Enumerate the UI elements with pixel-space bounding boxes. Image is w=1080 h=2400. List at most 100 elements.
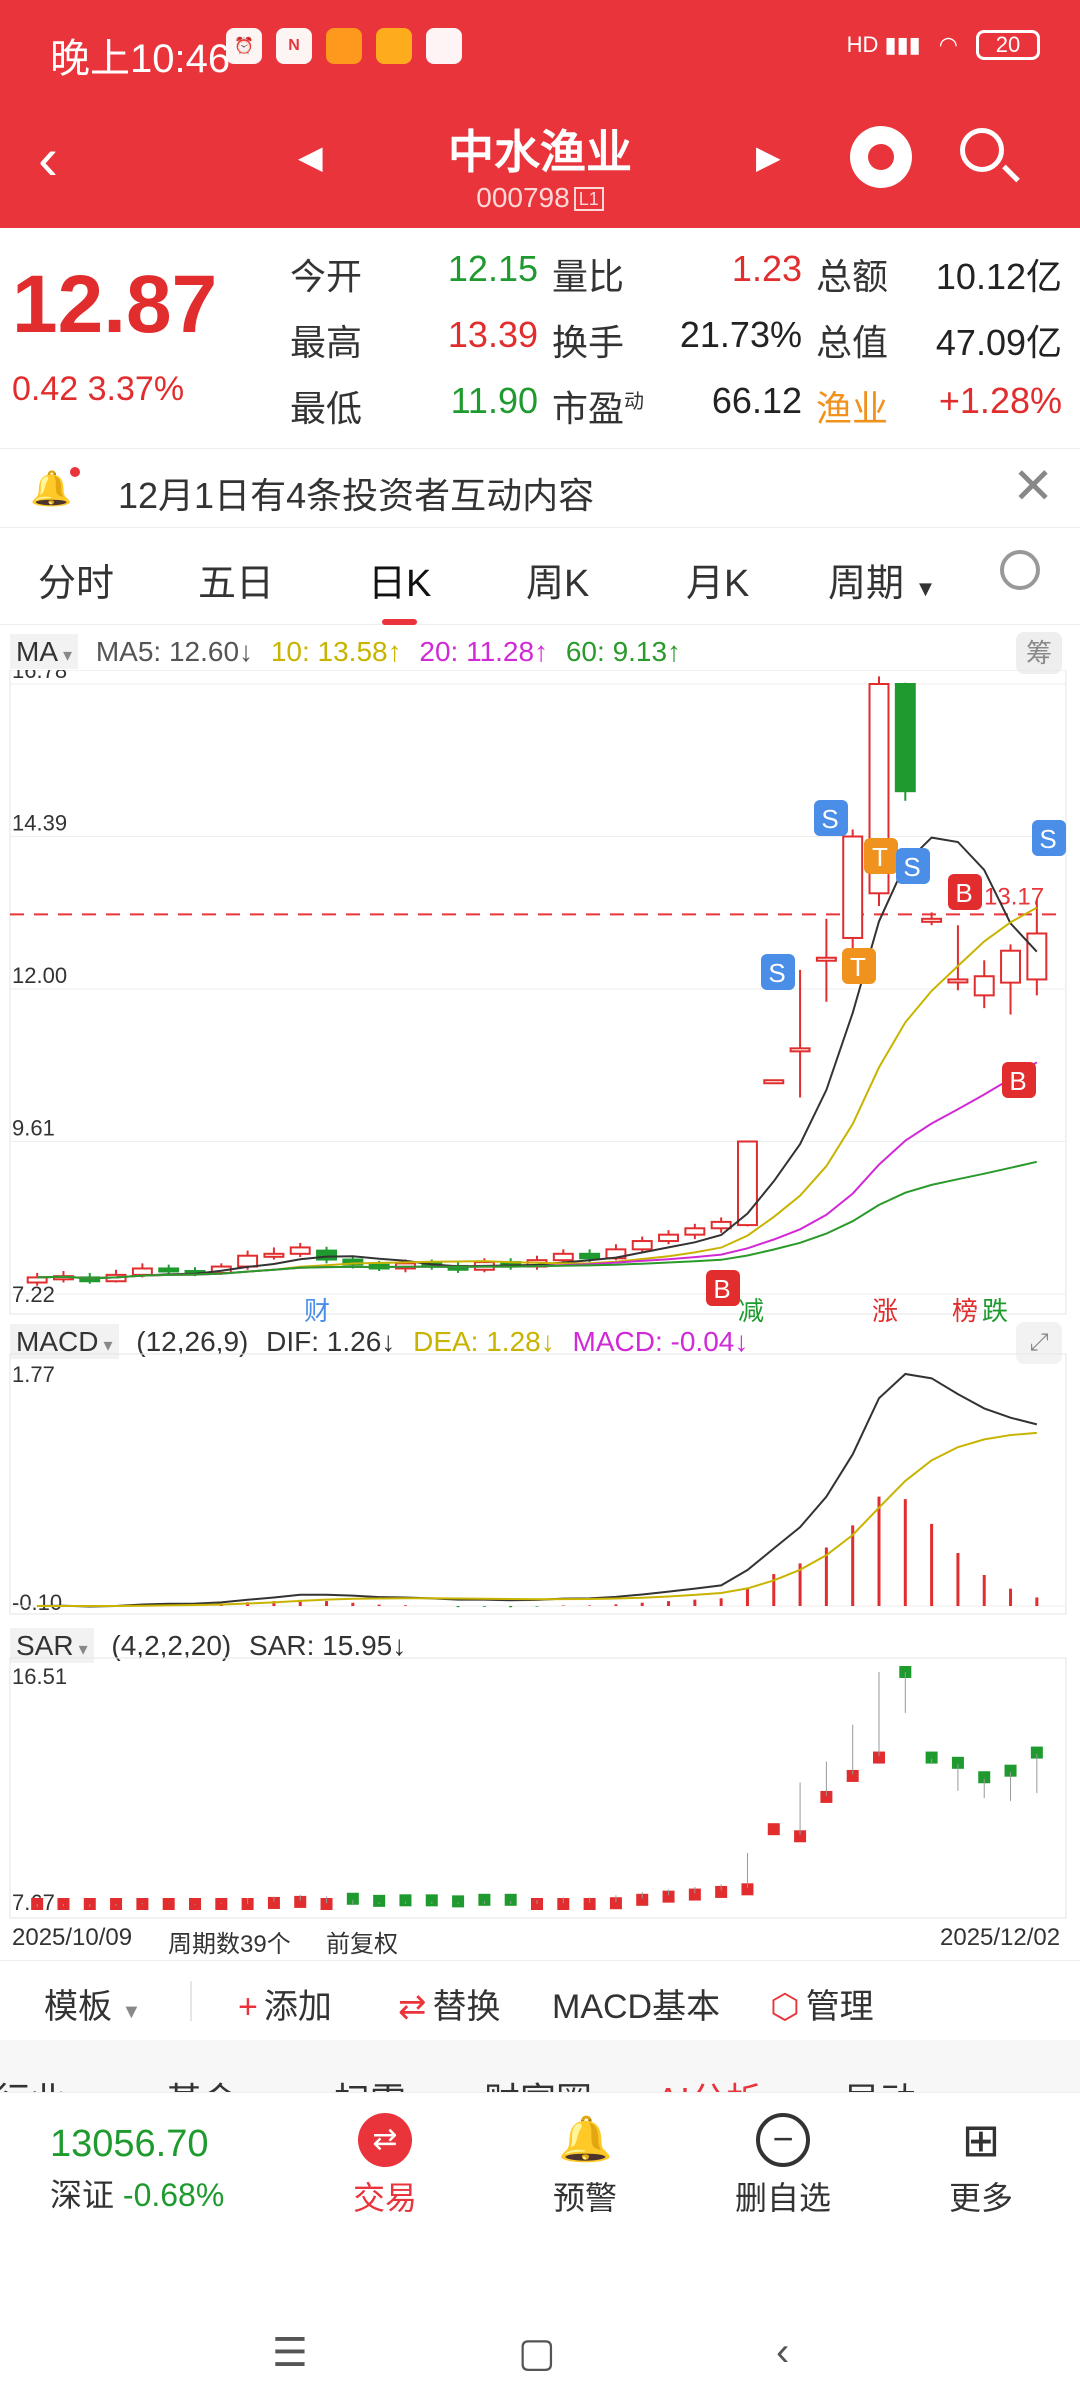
remove-watchlist-button[interactable]: − 删自选 xyxy=(718,2113,848,2219)
sar-dot xyxy=(1004,1764,1017,1777)
main-panel-frame xyxy=(9,670,1067,1315)
quote-label: 最低 xyxy=(290,388,363,429)
close-icon[interactable]: ✕ xyxy=(1012,458,1054,514)
quote-label: 今开 xyxy=(290,256,363,297)
tab-monthly-k[interactable]: 月K xyxy=(686,563,750,605)
expand-icon[interactable]: ⤢ xyxy=(1016,1322,1062,1364)
trade-button[interactable]: ⇄ 交易 xyxy=(320,2113,450,2219)
sar-dot xyxy=(452,1895,465,1908)
status-right: HD ▮▮▮ ◠ 20 xyxy=(847,30,1040,60)
manage-button[interactable]: ⬡ 管理 xyxy=(770,1988,874,2026)
macd-panel-frame xyxy=(9,1353,1067,1615)
next-stock-icon[interactable]: ▶ xyxy=(756,139,781,175)
tab-daily-k[interactable]: 日K xyxy=(368,552,431,625)
sar-dot xyxy=(873,1751,885,1764)
replace-button[interactable]: ⇄ 替换 xyxy=(398,1988,501,2026)
notice-text: 12月1日有4条投资者互动内容 xyxy=(118,475,595,516)
trade-marker-bg xyxy=(842,948,876,984)
back-icon[interactable]: ‹ xyxy=(38,125,58,192)
quote-label: 总额 xyxy=(816,256,889,297)
tab-fund[interactable]: 基金 xyxy=(166,2072,238,2092)
sar-dot xyxy=(741,1883,754,1896)
sar-dot xyxy=(925,1751,938,1764)
sar-dot xyxy=(978,1771,991,1784)
home-icon[interactable]: ▢ xyxy=(518,2331,556,2375)
date-axis: 2025/10/09 周期数39个 前复权 2025/12/02 xyxy=(0,1922,1080,1958)
candle xyxy=(763,1079,785,1085)
feature-tabs: 行业 基金 扫雷 财富圈 AI分析 异动 … xyxy=(0,2040,1080,2092)
sar-dot xyxy=(688,1888,701,1901)
indicator-toolbar: 模板 ▼ + 添加 ⇄ 替换 MACD基本 ⬡ 管理 xyxy=(0,1960,1080,2042)
grid-icon: ⊞ xyxy=(961,2114,1001,2166)
adjust-mode[interactable]: 前复权 xyxy=(326,1931,398,1958)
candle xyxy=(552,1252,574,1262)
buy-marker: B xyxy=(955,878,972,908)
search-icon[interactable] xyxy=(960,128,1004,172)
tab-ai-analysis[interactable]: AI分析 xyxy=(656,2072,762,2092)
tab-more[interactable]: … xyxy=(1000,2072,1036,2092)
sar-dot xyxy=(373,1894,386,1907)
macd-axis-label: 1.77 xyxy=(12,1362,55,1387)
tab-community[interactable]: 财富圈 xyxy=(484,2072,592,2092)
candle xyxy=(158,1267,180,1273)
tab-five-day[interactable]: 五日 xyxy=(198,563,275,605)
macd-params: (12,26,9) xyxy=(136,1326,249,1357)
quote-value: 66.12 xyxy=(711,380,802,421)
sar-dot xyxy=(662,1890,675,1903)
index-ticker[interactable]: 13056.70 深证 -0.68% xyxy=(50,2123,224,2216)
investor-notice[interactable]: 🔔 12月1日有4条投资者互动内容 ✕ xyxy=(0,448,1080,528)
sar-dot xyxy=(557,1898,570,1910)
stock-name: 中水渔业 xyxy=(448,126,632,178)
ma-selector[interactable]: MA xyxy=(10,634,79,669)
prev-stock-icon[interactable]: ◀ xyxy=(298,139,323,175)
sell-marker-bg xyxy=(1032,820,1066,856)
period-count: 周期数39个 xyxy=(168,1931,291,1958)
settings-icon[interactable] xyxy=(1000,550,1040,590)
mascot-icon[interactable] xyxy=(850,126,912,188)
rank-marker: 榜 xyxy=(952,1296,978,1326)
candle xyxy=(579,1252,601,1260)
sar-dot xyxy=(320,1898,333,1910)
alert-button[interactable]: 🔔 预警 xyxy=(552,2115,617,2216)
sar-dot xyxy=(294,1895,307,1908)
tab-risk[interactable]: 扫雷 xyxy=(334,2072,406,2092)
sar-axis-label: 16.51 xyxy=(12,1664,67,1689)
chart-tabs: 分时 五日 日K 周K 月K 周期 ▼ xyxy=(0,526,1080,625)
macd-header: MACD (12,26,9) DIF: 1.26↓ DEA: 1.28↓ MAC… xyxy=(10,1324,758,1359)
back-nav-icon[interactable]: ‹ xyxy=(776,2330,790,2374)
kline-chart[interactable]: 16.7814.3912.009.617.2213.17财减涨榜跌BSSTTSB… xyxy=(0,670,1080,1922)
template-button[interactable]: 模板 ▼ xyxy=(44,1988,142,2026)
ma10-value: 10: 13.58↑ xyxy=(270,636,402,667)
sar-selector[interactable]: SAR xyxy=(10,1628,94,1663)
tab-weekly-k[interactable]: 周K xyxy=(526,563,590,605)
trade-marker: T xyxy=(850,952,866,982)
sar-dot xyxy=(951,1756,964,1769)
candle xyxy=(789,1047,811,1053)
candle xyxy=(815,956,837,962)
sar-dot xyxy=(267,1896,280,1909)
menu-icon[interactable]: ☰ xyxy=(272,2331,308,2375)
bell-icon: 🔔 xyxy=(558,2115,613,2164)
quote-label: 量比 xyxy=(552,256,625,297)
macd-basic-button[interactable]: MACD基本 xyxy=(552,1988,721,2026)
tab-period[interactable]: 周期 ▼ xyxy=(828,563,937,605)
tab-industry[interactable]: 行业 xyxy=(0,2072,66,2092)
quote-label: 最高 xyxy=(290,322,363,363)
tab-intraday[interactable]: 分时 xyxy=(38,563,115,605)
macd-selector[interactable]: MACD xyxy=(10,1324,119,1359)
bell-icon: 🔔 xyxy=(30,467,81,508)
sell-marker: S xyxy=(903,852,920,882)
candle xyxy=(237,1254,259,1268)
buy-marker-bg xyxy=(706,1270,740,1306)
dif-line xyxy=(37,1372,1038,1608)
chip-distribution-button[interactable]: 筹 xyxy=(1016,632,1062,674)
tab-movement[interactable]: 异动 xyxy=(844,2072,916,2092)
app-header: 晚上10:46 ⏰ N HD ▮▮▮ ◠ 20 ‹ ◀ 中水渔业 000798 L… xyxy=(0,0,1080,228)
sar-dot xyxy=(346,1892,359,1905)
more-button[interactable]: ⊞ 更多 xyxy=(948,2114,1013,2216)
rise-marker: 涨 xyxy=(872,1296,898,1326)
sar-dot xyxy=(715,1885,728,1898)
add-button[interactable]: + 添加 xyxy=(238,1988,332,2026)
sar-dot xyxy=(1030,1746,1043,1759)
trade-marker-bg xyxy=(864,838,898,874)
